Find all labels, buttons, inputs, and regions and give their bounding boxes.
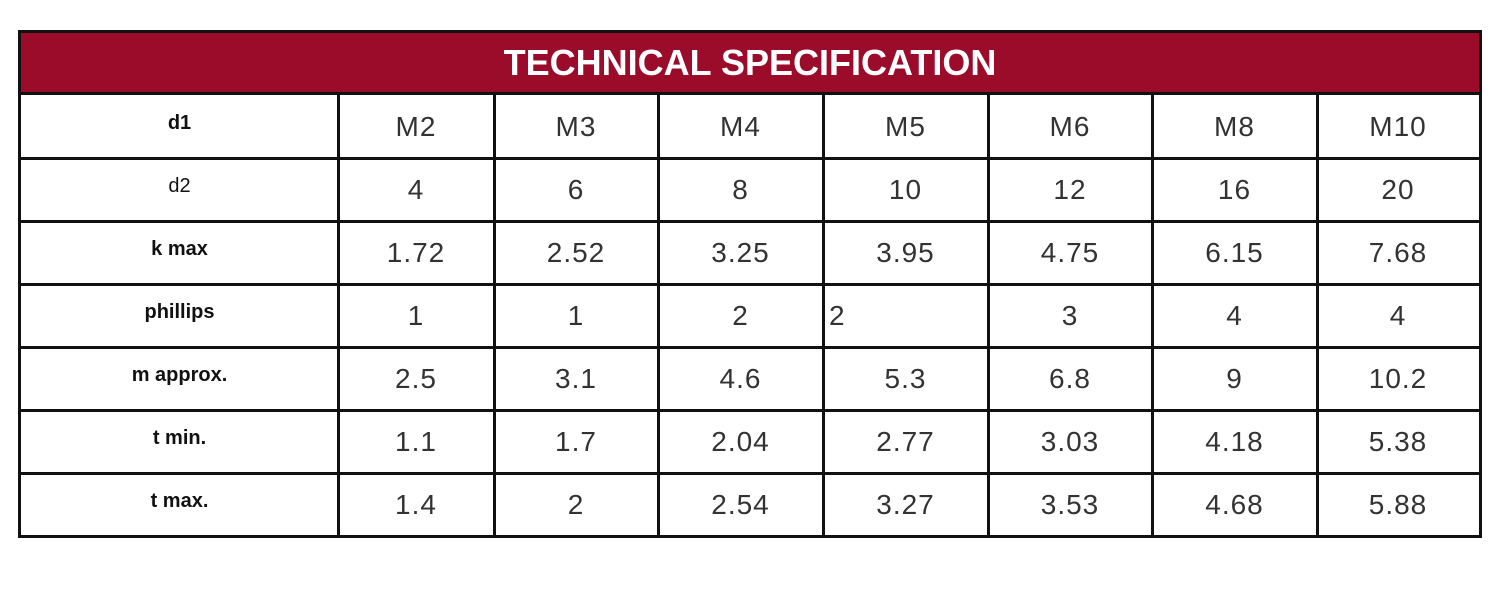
value-cell: 7.68 [1368, 236, 1428, 268]
value-cell: 2.04 [711, 425, 770, 457]
column-divider [657, 95, 660, 536]
table-title: TECHNICAL SPECIFICATION [21, 33, 1479, 95]
value-cell: 2 [829, 299, 846, 331]
value-cell: 12 [1053, 173, 1087, 205]
column-divider [822, 95, 825, 536]
value-cell: 4.75 [1040, 236, 1100, 268]
value-cell: 1.7 [555, 425, 597, 457]
value-cell: M10 [1369, 110, 1427, 142]
value-cell: 1 [407, 299, 425, 331]
value-cell: 3.03 [1040, 425, 1100, 457]
value-cell: 2.5 [395, 362, 437, 394]
column-divider [493, 95, 496, 536]
value-cell: M5 [885, 110, 926, 142]
value-cell: 3.95 [876, 236, 935, 268]
value-cell: M4 [720, 110, 761, 142]
value-cell: 3.25 [711, 236, 770, 268]
value-cell: 3.27 [876, 488, 935, 520]
column-divider [987, 95, 990, 536]
value-cell: 1.1 [395, 425, 437, 457]
value-cell: 5.88 [1368, 488, 1428, 520]
spec-table: TECHNICAL SPECIFICATION d1 M2 M3 M4 M5 M6 M8 M1… [18, 30, 1482, 538]
row-label: d1 [167, 112, 192, 134]
value-cell: 6.8 [1049, 362, 1091, 394]
value-cell: 3.1 [555, 362, 597, 394]
value-cell: 4 [1226, 299, 1243, 331]
column-divider [1151, 95, 1154, 536]
row-label: d2 [168, 175, 191, 197]
row-label: k max [151, 238, 208, 260]
value-cell: 3.53 [1040, 488, 1100, 520]
value-cell: 4.68 [1205, 488, 1264, 520]
value-cell: 16 [1217, 173, 1252, 205]
value-cell: M6 [1049, 110, 1091, 142]
row-divider [21, 409, 1479, 412]
row-label: m approx. [131, 364, 228, 386]
value-cell: 5.38 [1368, 425, 1428, 457]
value-cell: 3 [1061, 299, 1079, 331]
value-cell: M2 [395, 110, 437, 142]
row-divider [21, 283, 1479, 286]
value-cell: 6.15 [1205, 236, 1264, 268]
value-cell: 2.54 [711, 488, 770, 520]
value-cell: 8 [732, 173, 749, 205]
value-cell: 1.72 [386, 236, 446, 268]
value-cell: 10 [888, 173, 923, 205]
value-cell: M3 [555, 110, 597, 142]
value-cell: 4 [407, 173, 425, 205]
column-divider [1316, 95, 1319, 536]
row-divider [21, 220, 1479, 223]
value-cell: 4.6 [719, 362, 762, 394]
row-divider [21, 346, 1479, 349]
value-cell: 5.3 [884, 362, 927, 394]
value-cell: 1.4 [395, 488, 437, 520]
column-divider [337, 95, 340, 536]
value-cell: 4 [1389, 299, 1407, 331]
value-cell: 2 [567, 488, 585, 520]
row-label: t max. [150, 490, 209, 512]
value-cell: M8 [1214, 110, 1255, 142]
row-divider [21, 472, 1479, 475]
value-cell: 9 [1226, 362, 1243, 394]
row-label: phillips [144, 301, 215, 323]
value-cell: 6 [567, 173, 585, 205]
value-cell: 2.77 [876, 425, 935, 457]
value-cell: 2 [732, 299, 749, 331]
row-label: t min. [152, 427, 207, 449]
value-cell: 20 [1381, 173, 1415, 205]
value-cell: 2.52 [546, 236, 606, 268]
value-cell: 10.2 [1368, 362, 1428, 394]
value-cell: 4.18 [1205, 425, 1264, 457]
row-divider [21, 157, 1479, 160]
value-cell: 1 [567, 299, 585, 331]
